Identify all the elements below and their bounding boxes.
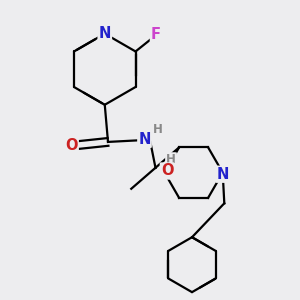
Text: O: O: [161, 164, 173, 178]
Text: H: H: [153, 124, 163, 136]
Text: O: O: [65, 138, 78, 153]
Text: N: N: [138, 132, 151, 147]
Text: N: N: [99, 26, 111, 41]
Text: F: F: [151, 27, 161, 42]
Text: H: H: [166, 153, 176, 166]
Text: N: N: [217, 167, 229, 182]
